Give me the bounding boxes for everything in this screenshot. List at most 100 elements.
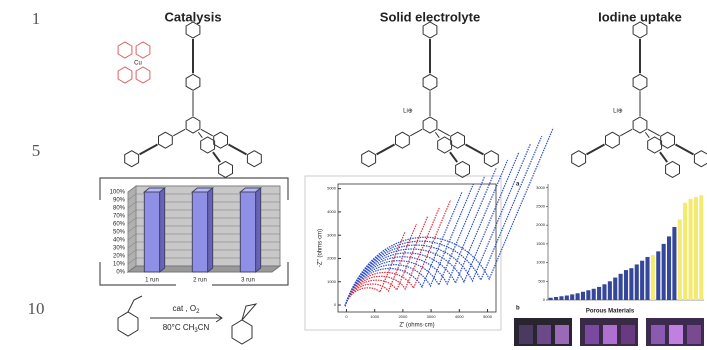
center-label: Li⊕ — [403, 109, 413, 115]
triple-bond — [377, 145, 395, 155]
ring — [136, 67, 150, 83]
x-tick-label: 2000 — [398, 314, 408, 319]
ring — [219, 161, 233, 177]
y-tick-label: 40% — [113, 238, 126, 244]
bar — [629, 268, 633, 300]
bar — [683, 203, 687, 300]
triple-bond — [213, 152, 220, 162]
bar — [651, 255, 655, 300]
bar-side — [208, 188, 213, 272]
center-label: Li⊕ — [613, 109, 623, 115]
bar — [699, 195, 703, 300]
bar — [592, 289, 596, 300]
photos — [514, 318, 704, 346]
y-tick-label: 50% — [113, 230, 126, 236]
reaction-text: 80°C CH — [163, 323, 195, 332]
bar — [613, 278, 617, 300]
bond — [201, 129, 213, 136]
x-tick-label: 1000 — [370, 314, 380, 319]
bar — [586, 290, 590, 300]
bar — [667, 236, 671, 300]
ring — [247, 151, 261, 167]
bond — [435, 132, 439, 137]
triple-bond — [228, 145, 246, 155]
y-tick-label: 90% — [113, 198, 126, 204]
bar — [240, 192, 255, 272]
ring — [396, 132, 410, 148]
x-tick-label: 1 run — [145, 278, 159, 284]
line-number: 1 — [32, 9, 41, 28]
reaction-text: CN — [198, 323, 210, 332]
y-tick-label: 20% — [113, 254, 126, 260]
ring — [484, 151, 498, 167]
y-tick-label: 2000 — [327, 256, 337, 261]
triple-bond — [450, 152, 457, 162]
y-tick-label: 0% — [116, 270, 125, 276]
ring — [661, 132, 675, 148]
bar — [581, 292, 585, 300]
bond — [620, 129, 632, 136]
bar — [559, 296, 563, 300]
y-tick-label: 3000 — [536, 185, 546, 190]
ring — [633, 74, 647, 90]
x-tick-label: 3000 — [427, 314, 437, 319]
ring — [136, 42, 150, 58]
bar — [694, 197, 698, 300]
bar — [656, 251, 660, 300]
triple-bond — [675, 145, 693, 155]
ring — [633, 117, 647, 133]
reaction-label: cat , O2 — [173, 304, 201, 314]
y-tick-label: 10% — [113, 262, 126, 268]
photos-title: Porous Materials — [586, 309, 635, 315]
bond — [645, 132, 649, 137]
ring — [606, 132, 620, 148]
y-tick-label: 2000 — [536, 222, 546, 227]
y-tick-label: 30% — [113, 246, 126, 252]
reaction-text: cat , O — [173, 304, 197, 313]
line-number: 5 — [32, 141, 41, 160]
x-tick-label: 4000 — [455, 314, 465, 319]
bond — [410, 129, 422, 136]
panel-letter: a — [516, 182, 520, 188]
figure: 1 5 10 Catalysis Solid electrolyte Iodin… — [0, 0, 707, 350]
ring — [666, 161, 680, 177]
y-tick-label: 60% — [113, 222, 126, 228]
reaction-label: 80°C CH3CN — [163, 323, 210, 333]
y-tick-label: 0 — [543, 297, 546, 302]
ring — [456, 161, 470, 177]
bar — [554, 297, 558, 300]
bar — [635, 264, 639, 300]
y-tick-label: 100% — [110, 190, 126, 196]
y-tick-label: 5000 — [327, 186, 337, 191]
bar — [192, 192, 207, 272]
y-tick-label: 1500 — [536, 241, 546, 246]
bar — [602, 284, 606, 300]
ring — [423, 117, 437, 133]
y-tick-label: 2500 — [536, 204, 546, 209]
ring — [451, 132, 465, 148]
y-tick-label: 4000 — [327, 209, 337, 214]
bar — [662, 244, 666, 300]
ring — [362, 151, 376, 167]
center-label: Cu — [134, 61, 142, 67]
bar — [608, 281, 612, 300]
triple-bond — [587, 145, 605, 155]
ring — [186, 117, 200, 133]
triple-bond — [465, 145, 483, 155]
y-tick-label: 80% — [113, 206, 126, 212]
y-axis-label: -Z'' (ohms·cm) — [318, 229, 324, 267]
triple-bond — [140, 145, 158, 155]
bar — [144, 192, 159, 272]
bar — [549, 298, 553, 300]
bar — [640, 261, 644, 300]
y-tick-label: 500 — [538, 278, 545, 283]
ring — [118, 42, 132, 58]
line-number: 10 — [28, 299, 45, 318]
bond — [438, 129, 450, 136]
ring — [186, 74, 200, 90]
ring — [125, 151, 139, 167]
bar — [672, 227, 676, 300]
bar — [624, 270, 628, 300]
bar-side — [160, 188, 165, 272]
bond — [173, 129, 185, 136]
